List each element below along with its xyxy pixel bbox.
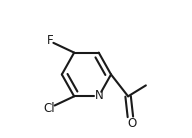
Text: Cl: Cl (44, 102, 55, 115)
Text: F: F (47, 34, 54, 47)
Text: O: O (127, 117, 136, 130)
Text: N: N (95, 89, 104, 102)
